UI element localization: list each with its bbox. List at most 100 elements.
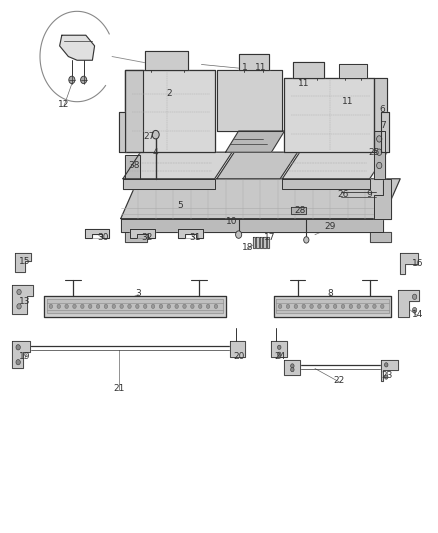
Circle shape [16, 360, 20, 365]
Circle shape [302, 304, 305, 309]
Text: 1: 1 [242, 63, 248, 71]
Text: 15: 15 [19, 257, 31, 265]
Polygon shape [283, 152, 387, 179]
Polygon shape [125, 70, 143, 152]
Polygon shape [131, 229, 155, 238]
Circle shape [49, 304, 53, 309]
Circle shape [349, 304, 353, 309]
Polygon shape [398, 290, 419, 317]
Polygon shape [14, 253, 31, 272]
Circle shape [377, 149, 382, 156]
Circle shape [81, 76, 87, 84]
Polygon shape [381, 360, 398, 381]
Circle shape [96, 304, 100, 309]
Circle shape [167, 304, 170, 309]
Circle shape [278, 345, 281, 350]
Circle shape [373, 304, 376, 309]
Polygon shape [121, 219, 383, 232]
Circle shape [310, 304, 313, 309]
Polygon shape [260, 237, 262, 248]
Polygon shape [44, 296, 226, 317]
Circle shape [341, 304, 345, 309]
Polygon shape [145, 51, 188, 70]
Circle shape [325, 304, 329, 309]
Circle shape [290, 368, 294, 372]
Polygon shape [46, 300, 223, 313]
Text: 17: 17 [264, 233, 275, 242]
Polygon shape [217, 152, 297, 179]
Polygon shape [230, 341, 245, 357]
Circle shape [413, 308, 417, 313]
Circle shape [73, 304, 76, 309]
Circle shape [88, 304, 92, 309]
Circle shape [159, 304, 162, 309]
Polygon shape [293, 62, 324, 78]
Text: 6: 6 [380, 105, 385, 114]
Circle shape [183, 304, 186, 309]
Polygon shape [217, 70, 283, 131]
Polygon shape [274, 296, 392, 317]
Text: 16: 16 [412, 260, 424, 268]
Polygon shape [381, 112, 389, 152]
Text: 30: 30 [98, 233, 109, 242]
Circle shape [104, 304, 108, 309]
Text: 10: 10 [226, 217, 238, 226]
Text: 29: 29 [325, 222, 336, 231]
Text: 14: 14 [412, 310, 424, 319]
Circle shape [294, 304, 297, 309]
Circle shape [318, 304, 321, 309]
Text: 32: 32 [141, 233, 153, 242]
Text: 18: 18 [242, 244, 253, 253]
Polygon shape [283, 179, 370, 189]
Circle shape [290, 364, 294, 368]
Circle shape [57, 304, 60, 309]
Text: 8: 8 [328, 288, 333, 297]
Polygon shape [253, 237, 255, 248]
Circle shape [304, 237, 309, 243]
Polygon shape [125, 70, 215, 152]
Text: 22: 22 [333, 376, 345, 385]
Text: 38: 38 [128, 161, 140, 170]
Text: 3: 3 [135, 288, 141, 297]
Circle shape [152, 131, 159, 139]
Polygon shape [285, 360, 300, 375]
Circle shape [81, 304, 84, 309]
Circle shape [377, 136, 382, 142]
Text: 27: 27 [144, 132, 155, 141]
Circle shape [198, 304, 202, 309]
Text: 11: 11 [255, 63, 266, 71]
Polygon shape [276, 300, 389, 313]
Polygon shape [263, 237, 266, 248]
Polygon shape [121, 179, 400, 219]
Polygon shape [119, 112, 125, 152]
Polygon shape [123, 152, 232, 179]
Polygon shape [374, 179, 392, 219]
Circle shape [151, 304, 155, 309]
Polygon shape [370, 232, 392, 241]
Text: 21: 21 [113, 384, 124, 393]
Circle shape [120, 304, 124, 309]
Circle shape [279, 304, 282, 309]
Polygon shape [339, 64, 367, 78]
Polygon shape [85, 229, 109, 238]
Polygon shape [12, 285, 33, 314]
Circle shape [385, 363, 388, 367]
Polygon shape [125, 232, 147, 241]
Polygon shape [178, 229, 203, 238]
Text: 7: 7 [380, 121, 385, 130]
Text: 13: 13 [19, 296, 31, 305]
Circle shape [236, 231, 242, 238]
Polygon shape [125, 155, 141, 179]
Text: 4: 4 [153, 148, 159, 157]
Text: 2: 2 [166, 89, 172, 98]
Polygon shape [60, 35, 95, 60]
Circle shape [381, 304, 384, 309]
Circle shape [278, 352, 281, 357]
Circle shape [365, 304, 368, 309]
Text: 28: 28 [294, 206, 305, 215]
Circle shape [65, 304, 68, 309]
Circle shape [112, 304, 116, 309]
Text: 5: 5 [177, 201, 183, 210]
Circle shape [377, 163, 382, 168]
Text: 12: 12 [58, 100, 70, 109]
